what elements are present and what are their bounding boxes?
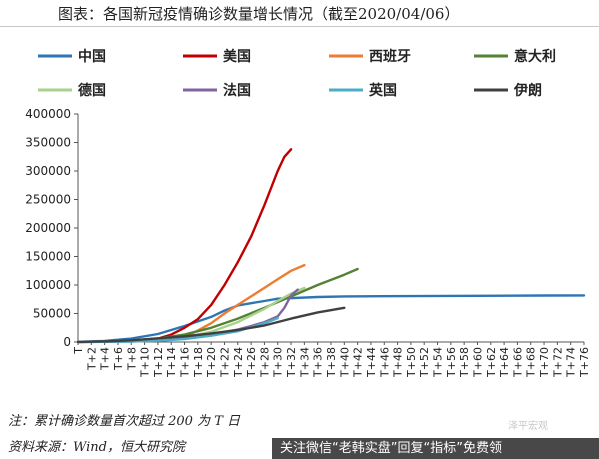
legend-label: 西班牙 — [369, 48, 411, 65]
legend-label: 英国 — [368, 82, 397, 99]
x-tick-label: T+34 — [298, 347, 311, 378]
x-tick-label: T+64 — [498, 347, 511, 378]
x-tick-label: T+22 — [218, 347, 231, 378]
note: 注：累计确诊数量首次超过 200 为 T 日 — [8, 414, 241, 429]
x-tick-label: T+14 — [165, 347, 178, 378]
y-tick-label: 150000 — [25, 250, 71, 264]
x-tick-label: T+8 — [125, 347, 138, 371]
x-tick-label: T+66 — [511, 347, 524, 378]
x-tick-label: T+30 — [272, 347, 285, 378]
x-tick-label: T+42 — [352, 347, 365, 378]
series-line — [76, 263, 306, 344]
series-line — [76, 148, 293, 344]
y-tick-label: 400000 — [25, 107, 71, 121]
x-tick-label: T+50 — [405, 347, 418, 378]
x-tick-label: T+60 — [471, 347, 484, 378]
x-tick-label: T+44 — [365, 347, 378, 378]
x-tick-label: T+46 — [378, 347, 391, 378]
x-tick-label: T+74 — [565, 347, 578, 378]
x-tick-label: T+76 — [578, 347, 591, 378]
x-tick-label: T+32 — [285, 347, 298, 378]
x-tick-label: T — [72, 347, 85, 355]
legend-label: 意大利 — [514, 48, 556, 65]
title-bar: 图表：各国新冠疫情确诊数量增长情况（截至2020/04/06） — [0, 0, 599, 27]
x-tick-label: T+54 — [432, 347, 445, 378]
promo-banner: 关注微信“老韩实盘”回复“指标”免费领 — [272, 438, 599, 459]
x-tick-label: T+28 — [258, 347, 271, 378]
x-tick-label: T+58 — [458, 347, 471, 378]
legend-label: 法国 — [223, 82, 251, 99]
y-tick-label: 250000 — [25, 193, 71, 207]
x-tick-label: T+2 — [85, 347, 98, 371]
axes: 0 50000 100000 150000 200000 250000 300000 3500… — [25, 107, 591, 378]
chart-title: 图表：各国新冠疫情确诊数量增长情况（截至2020/04/06） — [58, 5, 460, 23]
series-line — [76, 294, 586, 343]
x-tick-label: T+18 — [192, 347, 205, 378]
x-tick-label: T+20 — [205, 347, 218, 378]
x-tick-label: T+16 — [179, 347, 192, 378]
legend-label: 美国 — [223, 48, 251, 65]
legend-label: 中国 — [78, 48, 106, 65]
series-lines — [76, 148, 586, 344]
y-tick-label: 50000 — [33, 307, 71, 321]
x-tick-label: T+24 — [232, 347, 245, 378]
x-tick-label: T+26 — [245, 347, 258, 378]
watermark: 泽平宏观 — [508, 421, 548, 432]
series-line — [76, 267, 359, 344]
x-tick-label: T+10 — [139, 347, 152, 378]
x-tick-label: T+4 — [99, 347, 112, 371]
x-tick-label: T+38 — [325, 347, 338, 378]
x-tick-label: T+72 — [551, 347, 564, 378]
x-tick-label: T+68 — [525, 347, 538, 378]
x-tick-label: T+48 — [392, 347, 405, 378]
y-tick-label: 0 — [63, 335, 71, 349]
y-tick-label: 350000 — [25, 136, 71, 150]
source: 资料来源：Wind，恒大研究院 — [8, 440, 185, 455]
x-tick-label: T+56 — [445, 347, 458, 378]
x-tick-label: T+12 — [152, 347, 165, 378]
legend-label: 伊朗 — [513, 82, 542, 99]
x-tick-label: T+62 — [485, 347, 498, 378]
legend-label: 德国 — [78, 82, 106, 99]
y-tick-label: 200000 — [25, 221, 71, 235]
y-tick-label: 300000 — [25, 164, 71, 178]
x-tick-label: T+36 — [312, 347, 325, 378]
y-tick-label: 100000 — [25, 278, 71, 292]
x-tick-label: T+70 — [538, 347, 551, 378]
x-tick-label: T+6 — [112, 347, 125, 371]
x-tick-label: T+40 — [338, 347, 351, 378]
x-tick-label: T+52 — [418, 347, 431, 378]
series-line — [76, 306, 346, 344]
